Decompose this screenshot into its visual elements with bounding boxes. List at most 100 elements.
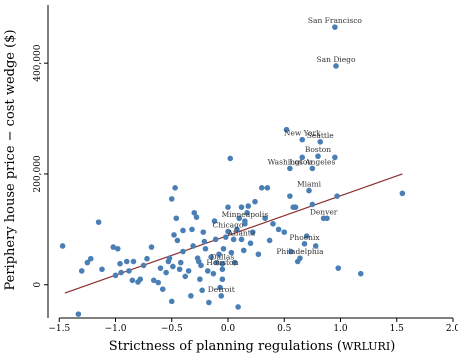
- data-point: [270, 221, 276, 227]
- data-point: [168, 298, 175, 305]
- data-point: [240, 247, 247, 254]
- data-point: [150, 277, 157, 284]
- data-point: [283, 126, 290, 133]
- data-point: [252, 198, 258, 205]
- data-point: [236, 215, 243, 222]
- data-point: [198, 262, 204, 269]
- data-point: [84, 259, 91, 266]
- x-tick-label: −1.0: [105, 324, 127, 334]
- city-point: [225, 228, 231, 235]
- data-point: [292, 204, 299, 211]
- data-point: [309, 201, 316, 208]
- data-point: [288, 248, 294, 255]
- data-point: [211, 218, 218, 224]
- data-point: [249, 229, 256, 235]
- data-point: [206, 299, 212, 306]
- city-point: [315, 153, 321, 160]
- data-point: [182, 273, 189, 280]
- data-point: [255, 251, 262, 258]
- data-point: [303, 233, 310, 239]
- data-point: [114, 245, 121, 252]
- city-label: Houston: [206, 258, 238, 267]
- x-tick-label: 1.0: [333, 324, 348, 334]
- axes: −1.5 −1.0 −0.5 0.0 0.5 1.0 1.5 2.0 0 200,000 400,0…: [33, 5, 458, 334]
- data-point: [191, 209, 198, 216]
- x-tick-label: 0.0: [221, 324, 236, 334]
- data-point: [287, 193, 293, 199]
- data-point: [140, 262, 147, 269]
- data-point: [197, 276, 203, 283]
- data-point: [174, 237, 181, 244]
- data-point: [185, 268, 192, 274]
- city-point: [306, 187, 312, 194]
- data-point: [334, 193, 340, 199]
- city-point: [317, 139, 324, 145]
- city-label: Washington: [268, 157, 313, 166]
- data-point: [172, 185, 178, 191]
- data-point: [244, 209, 250, 216]
- x-tick-label: −1.5: [48, 324, 70, 334]
- city-label: Philadelphia: [276, 247, 324, 256]
- data-point: [266, 237, 273, 244]
- data-point: [193, 214, 200, 220]
- data-point: [170, 263, 176, 270]
- y-axis-title: Periphery house price − cost wedge ($): [3, 29, 18, 290]
- data-point: [163, 269, 169, 276]
- data-point: [180, 248, 186, 255]
- data-point: [118, 269, 124, 276]
- data-point: [312, 243, 319, 249]
- y-tick-label: 0: [33, 282, 43, 288]
- data-point: [123, 258, 130, 265]
- city-point: [320, 215, 327, 222]
- data-point: [159, 286, 166, 292]
- data-point: [217, 284, 223, 291]
- data-point: [332, 154, 338, 161]
- data-point: [126, 268, 132, 274]
- data-point: [78, 268, 85, 274]
- data-point: [180, 227, 186, 234]
- data-point: [59, 243, 66, 249]
- city-label: Dallas: [211, 253, 235, 262]
- city-point: [301, 240, 308, 247]
- data-point: [155, 279, 162, 286]
- data-point: [245, 203, 252, 209]
- city-label: Phoenix: [289, 233, 320, 242]
- data-point: [202, 245, 209, 252]
- city-label: Los Angeles: [289, 157, 335, 166]
- data-point: [258, 185, 265, 191]
- data-point: [168, 196, 175, 202]
- city-label: San Diego: [317, 55, 356, 64]
- data-point: [227, 155, 234, 162]
- data-point: [399, 190, 406, 197]
- y-tick-label: 200,000: [33, 155, 43, 192]
- city-point: [299, 136, 306, 143]
- city-point: [287, 165, 293, 172]
- city-point: [332, 24, 338, 30]
- data-point: [213, 259, 220, 266]
- data-point: [112, 272, 119, 279]
- city-point: [333, 63, 339, 69]
- data-point: [166, 255, 173, 261]
- city-point: [297, 255, 303, 261]
- y-tick-label: 400,000: [33, 44, 43, 81]
- data-point: [200, 229, 207, 235]
- data-point: [176, 266, 183, 273]
- city-point: [218, 293, 225, 299]
- city-point: [309, 165, 316, 172]
- data-point: [144, 255, 150, 262]
- data-point: [189, 226, 195, 233]
- data-point: [171, 232, 177, 238]
- data-point: [157, 265, 164, 271]
- data-point: [208, 254, 214, 260]
- city-label: San Francisco: [308, 16, 363, 25]
- data-point: [110, 244, 117, 250]
- data-point: [219, 276, 226, 283]
- city-point: [219, 260, 226, 267]
- city-label: Chicago: [213, 221, 244, 230]
- city-point: [238, 236, 245, 243]
- data-point: [99, 266, 105, 273]
- data-point: [228, 249, 235, 256]
- data-point: [281, 229, 288, 235]
